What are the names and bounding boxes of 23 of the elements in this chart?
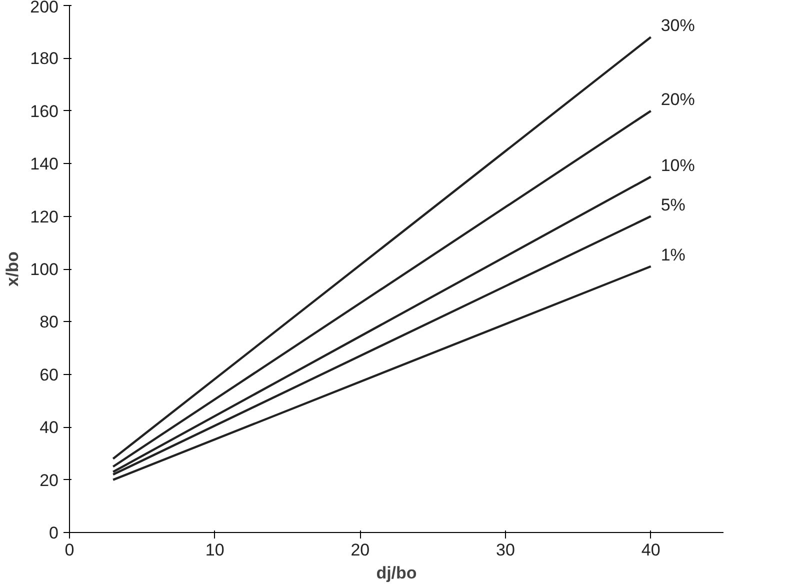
- x-tick-label: 10: [205, 540, 224, 560]
- x-tick-label: 0: [64, 540, 74, 560]
- y-tick-label: 120: [30, 207, 59, 226]
- series-label: 10%: [660, 156, 695, 175]
- series-label: 30%: [660, 16, 695, 36]
- y-tick-label: 160: [30, 102, 59, 121]
- y-tick-label: 20: [40, 470, 59, 490]
- y-tick-label: 200: [30, 0, 59, 16]
- y-tick-label: 180: [30, 49, 59, 68]
- y-axis-title: x/bo: [3, 252, 22, 286]
- y-tick-label: 60: [40, 365, 59, 384]
- series-label: 20%: [660, 90, 695, 109]
- x-tick-label: 20: [350, 540, 370, 560]
- y-tick-label: 40: [40, 418, 59, 438]
- y-tick-label: 140: [30, 154, 59, 174]
- x-axis-title: dj/bo: [376, 564, 417, 582]
- y-tick-label: 100: [30, 260, 59, 279]
- x-tick-label: 30: [496, 540, 515, 560]
- series-label: 5%: [660, 195, 686, 214]
- y-tick-label: 80: [40, 312, 59, 332]
- y-tick-label: 0: [49, 524, 59, 542]
- x-tick-label: 40: [641, 540, 660, 560]
- series-label: 1%: [660, 245, 686, 264]
